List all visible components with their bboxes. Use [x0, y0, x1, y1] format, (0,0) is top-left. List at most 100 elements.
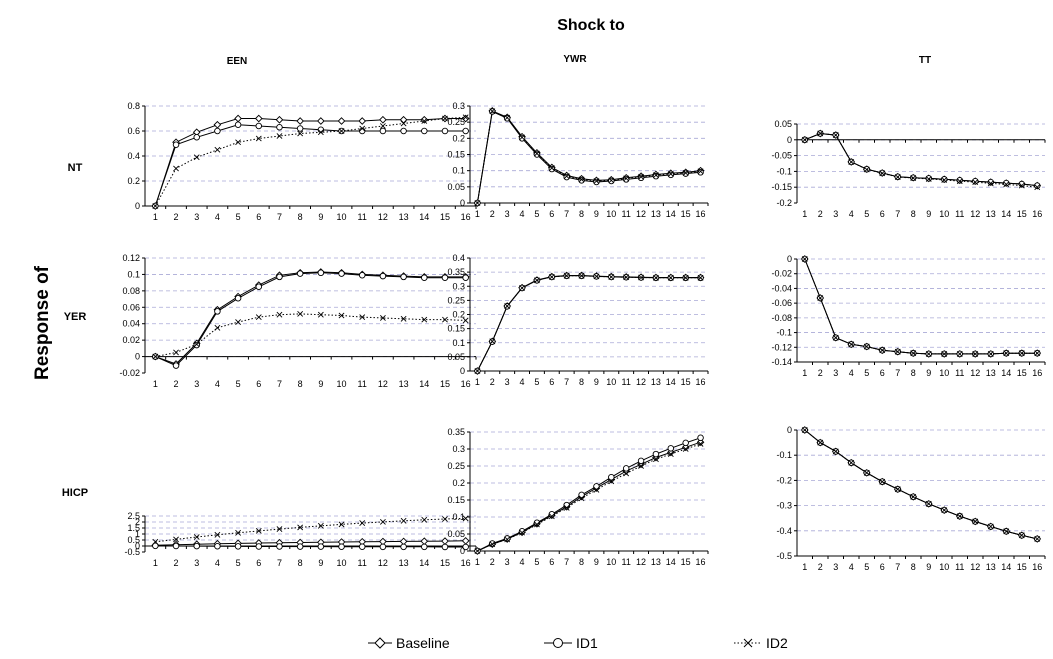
- x-tick-label: 12: [636, 557, 646, 567]
- y-tick-label: -0.12: [771, 342, 792, 352]
- x-tick-label: 11: [358, 379, 367, 389]
- legend-label-id2: ID2: [766, 635, 788, 651]
- y-tick-label: 0.05: [447, 529, 465, 539]
- point-baseline: [213, 120, 222, 129]
- x-tick-label: 4: [215, 379, 220, 389]
- point-id2: [504, 303, 511, 309]
- x-tick-label: 6: [880, 562, 885, 572]
- x-tick-label: 11: [955, 562, 964, 572]
- series-line-baseline: [477, 441, 701, 552]
- x-tick-label: 1: [475, 377, 480, 387]
- x-tick-label: 11: [358, 558, 367, 568]
- x-tick-label: 7: [277, 212, 282, 222]
- x-tick-label: 5: [534, 209, 539, 219]
- x-tick-label: 1: [153, 212, 158, 222]
- x-tick-label: 16: [1032, 562, 1042, 572]
- point-id1: [622, 176, 630, 183]
- point-id2: [593, 178, 600, 184]
- point-id2: [941, 507, 948, 514]
- point-id1: [608, 473, 615, 481]
- point-id1: [214, 542, 221, 550]
- point-baseline: [420, 115, 429, 124]
- y-tick-label: 0.15: [447, 150, 465, 160]
- y-tick-label: 0: [460, 366, 465, 376]
- y-tick-label: 0.2: [127, 176, 140, 186]
- point-id2: [578, 495, 585, 502]
- point-id2: [667, 274, 674, 281]
- x-marker-icon: [743, 638, 753, 648]
- column-label-tt: TT: [919, 55, 931, 66]
- point-id2: [338, 128, 345, 134]
- y-tick-label: 0.3: [452, 281, 465, 291]
- point-id2: [682, 446, 689, 452]
- point-baseline: [275, 115, 284, 124]
- point-id2: [548, 165, 555, 171]
- series-line-id1: [154, 124, 466, 207]
- point-id2: [534, 521, 540, 528]
- y-tick-label: 0.3: [452, 101, 465, 111]
- y-tick-label: 0: [787, 135, 792, 145]
- x-tick-label: 7: [564, 377, 569, 387]
- y-tick-label: 0.35: [447, 427, 465, 437]
- point-id2: [894, 348, 901, 355]
- point-id1: [462, 543, 469, 551]
- point-id2: [832, 448, 839, 455]
- point-id2: [563, 272, 570, 279]
- point-id2: [152, 538, 159, 545]
- y-tick-label: 0.3: [452, 444, 465, 454]
- point-id1: [622, 465, 630, 472]
- point-id2: [863, 343, 870, 350]
- point-id2: [848, 159, 855, 165]
- x-tick-label: 3: [194, 558, 199, 568]
- point-id2: [255, 527, 262, 534]
- x-tick-label: 11: [622, 557, 631, 567]
- x-tick-label: 11: [622, 209, 631, 219]
- x-tick-label: 14: [1001, 562, 1011, 572]
- x-tick-label: 5: [864, 562, 869, 572]
- point-id2: [1034, 184, 1041, 191]
- x-tick-label: 15: [1017, 209, 1027, 219]
- series-line-baseline: [154, 118, 466, 207]
- y-tick-label: 1: [135, 529, 140, 539]
- series-line-id1: [476, 110, 701, 204]
- x-tick-label: 10: [606, 557, 616, 567]
- y-tick-label: -0.1: [776, 166, 792, 176]
- row-label-hicp: HICP: [62, 487, 88, 499]
- y-tick-label: 0.05: [447, 352, 465, 362]
- point-id1: [667, 445, 675, 452]
- point-id2: [297, 524, 304, 531]
- point-id2: [801, 256, 808, 262]
- x-tick-label: 2: [490, 557, 495, 567]
- x-tick-label: 8: [298, 379, 303, 389]
- x-tick-label: 16: [696, 377, 706, 387]
- y-tick-label: 0.5: [127, 535, 140, 545]
- point-id2: [317, 311, 324, 318]
- point-id2: [608, 478, 615, 485]
- panel-een-hicp: -0.500.511.522.51 2 3 4 5 6 7 8 9 10 11 12 13 14 15 16: [124, 511, 477, 568]
- point-id2: [400, 315, 407, 322]
- y-tick-label: 0.2: [452, 310, 465, 320]
- panel-ywr-yer: 00.050.10.150.20.250.30.350.41 2 3 4 5 6 7 8 9 10…: [447, 253, 709, 387]
- x-tick-label: 1: [802, 209, 807, 219]
- x-tick-label: 10: [337, 379, 347, 389]
- point-id1: [608, 177, 615, 185]
- point-id2: [987, 523, 994, 530]
- x-tick-label: 7: [895, 368, 900, 378]
- y-tick-label: -0.1: [776, 328, 792, 338]
- point-id1: [214, 308, 221, 315]
- point-id2: [235, 529, 242, 536]
- point-id2: [848, 459, 855, 466]
- y-tick-label: 0.06: [122, 302, 140, 312]
- x-tick-label: 16: [1032, 209, 1042, 219]
- series-line-id2: [477, 443, 701, 552]
- x-tick-label: 14: [419, 558, 429, 568]
- point-id1: [296, 125, 304, 132]
- point-id2: [593, 486, 600, 493]
- y-tick-label: 0.15: [447, 495, 465, 505]
- point-id2: [462, 317, 469, 324]
- point-id2: [173, 165, 179, 172]
- y-tick-label: 0: [787, 254, 792, 264]
- point-id1: [172, 141, 180, 148]
- x-tick-label: 6: [880, 209, 885, 219]
- point-id2: [1003, 350, 1010, 357]
